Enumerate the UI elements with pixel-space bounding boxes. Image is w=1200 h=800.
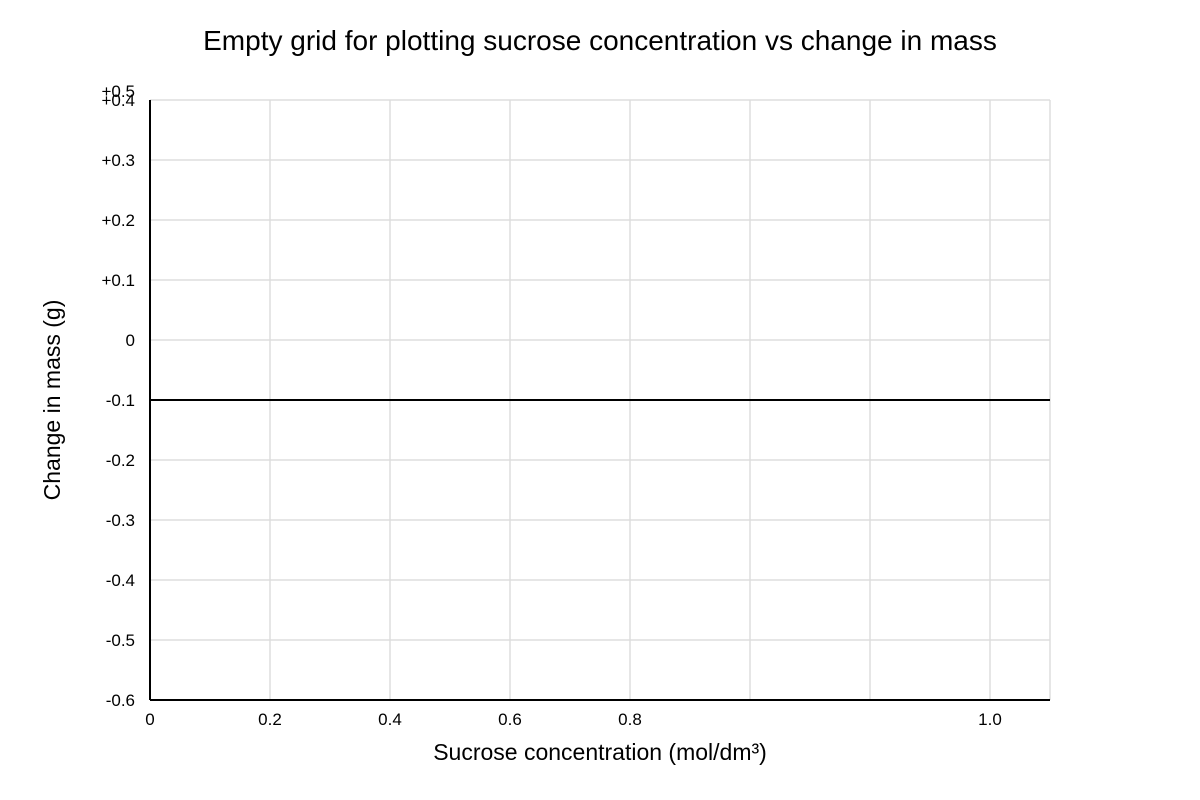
y-tick-label: +0.3 [101,151,135,170]
x-tick-label: 1.0 [978,710,1002,729]
y-tick-label: +0.1 [101,271,135,290]
x-tick-label: 0.4 [378,710,402,729]
y-tick-label-extra: +0.5 [101,82,135,101]
x-tick-label: 0.2 [258,710,282,729]
y-tick-label: -0.3 [106,511,135,530]
y-tick-label: -0.1 [106,391,135,410]
y-tick-labels: +0.4 +0.3 +0.2 +0.1 0 -0.1 -0.2 -0.3 -0.4 -0.5 -0.… [101,91,135,710]
y-tick-label: -0.2 [106,451,135,470]
x-tick-label: 0.8 [618,710,642,729]
y-tick-label: +0.2 [101,211,135,230]
x-axis-label: Sucrose concentration (mol/dm³) [433,739,767,765]
chart-title: Empty grid for plotting sucrose concentr… [203,25,997,56]
y-tick-label: +0.4 [101,91,135,110]
y-tick-label: 0 [126,331,135,350]
x-tick-label: 0 [145,710,154,729]
x-tick-labels: 0 0.2 0.4 0.6 0.8 1.0 [145,710,1002,729]
y-tick-label: -0.4 [106,571,135,590]
y-axis-label: Change in mass (g) [39,300,65,501]
y-tick-label: -0.6 [106,691,135,710]
x-tick-label: 0.6 [498,710,522,729]
y-tick-label: -0.5 [106,631,135,650]
